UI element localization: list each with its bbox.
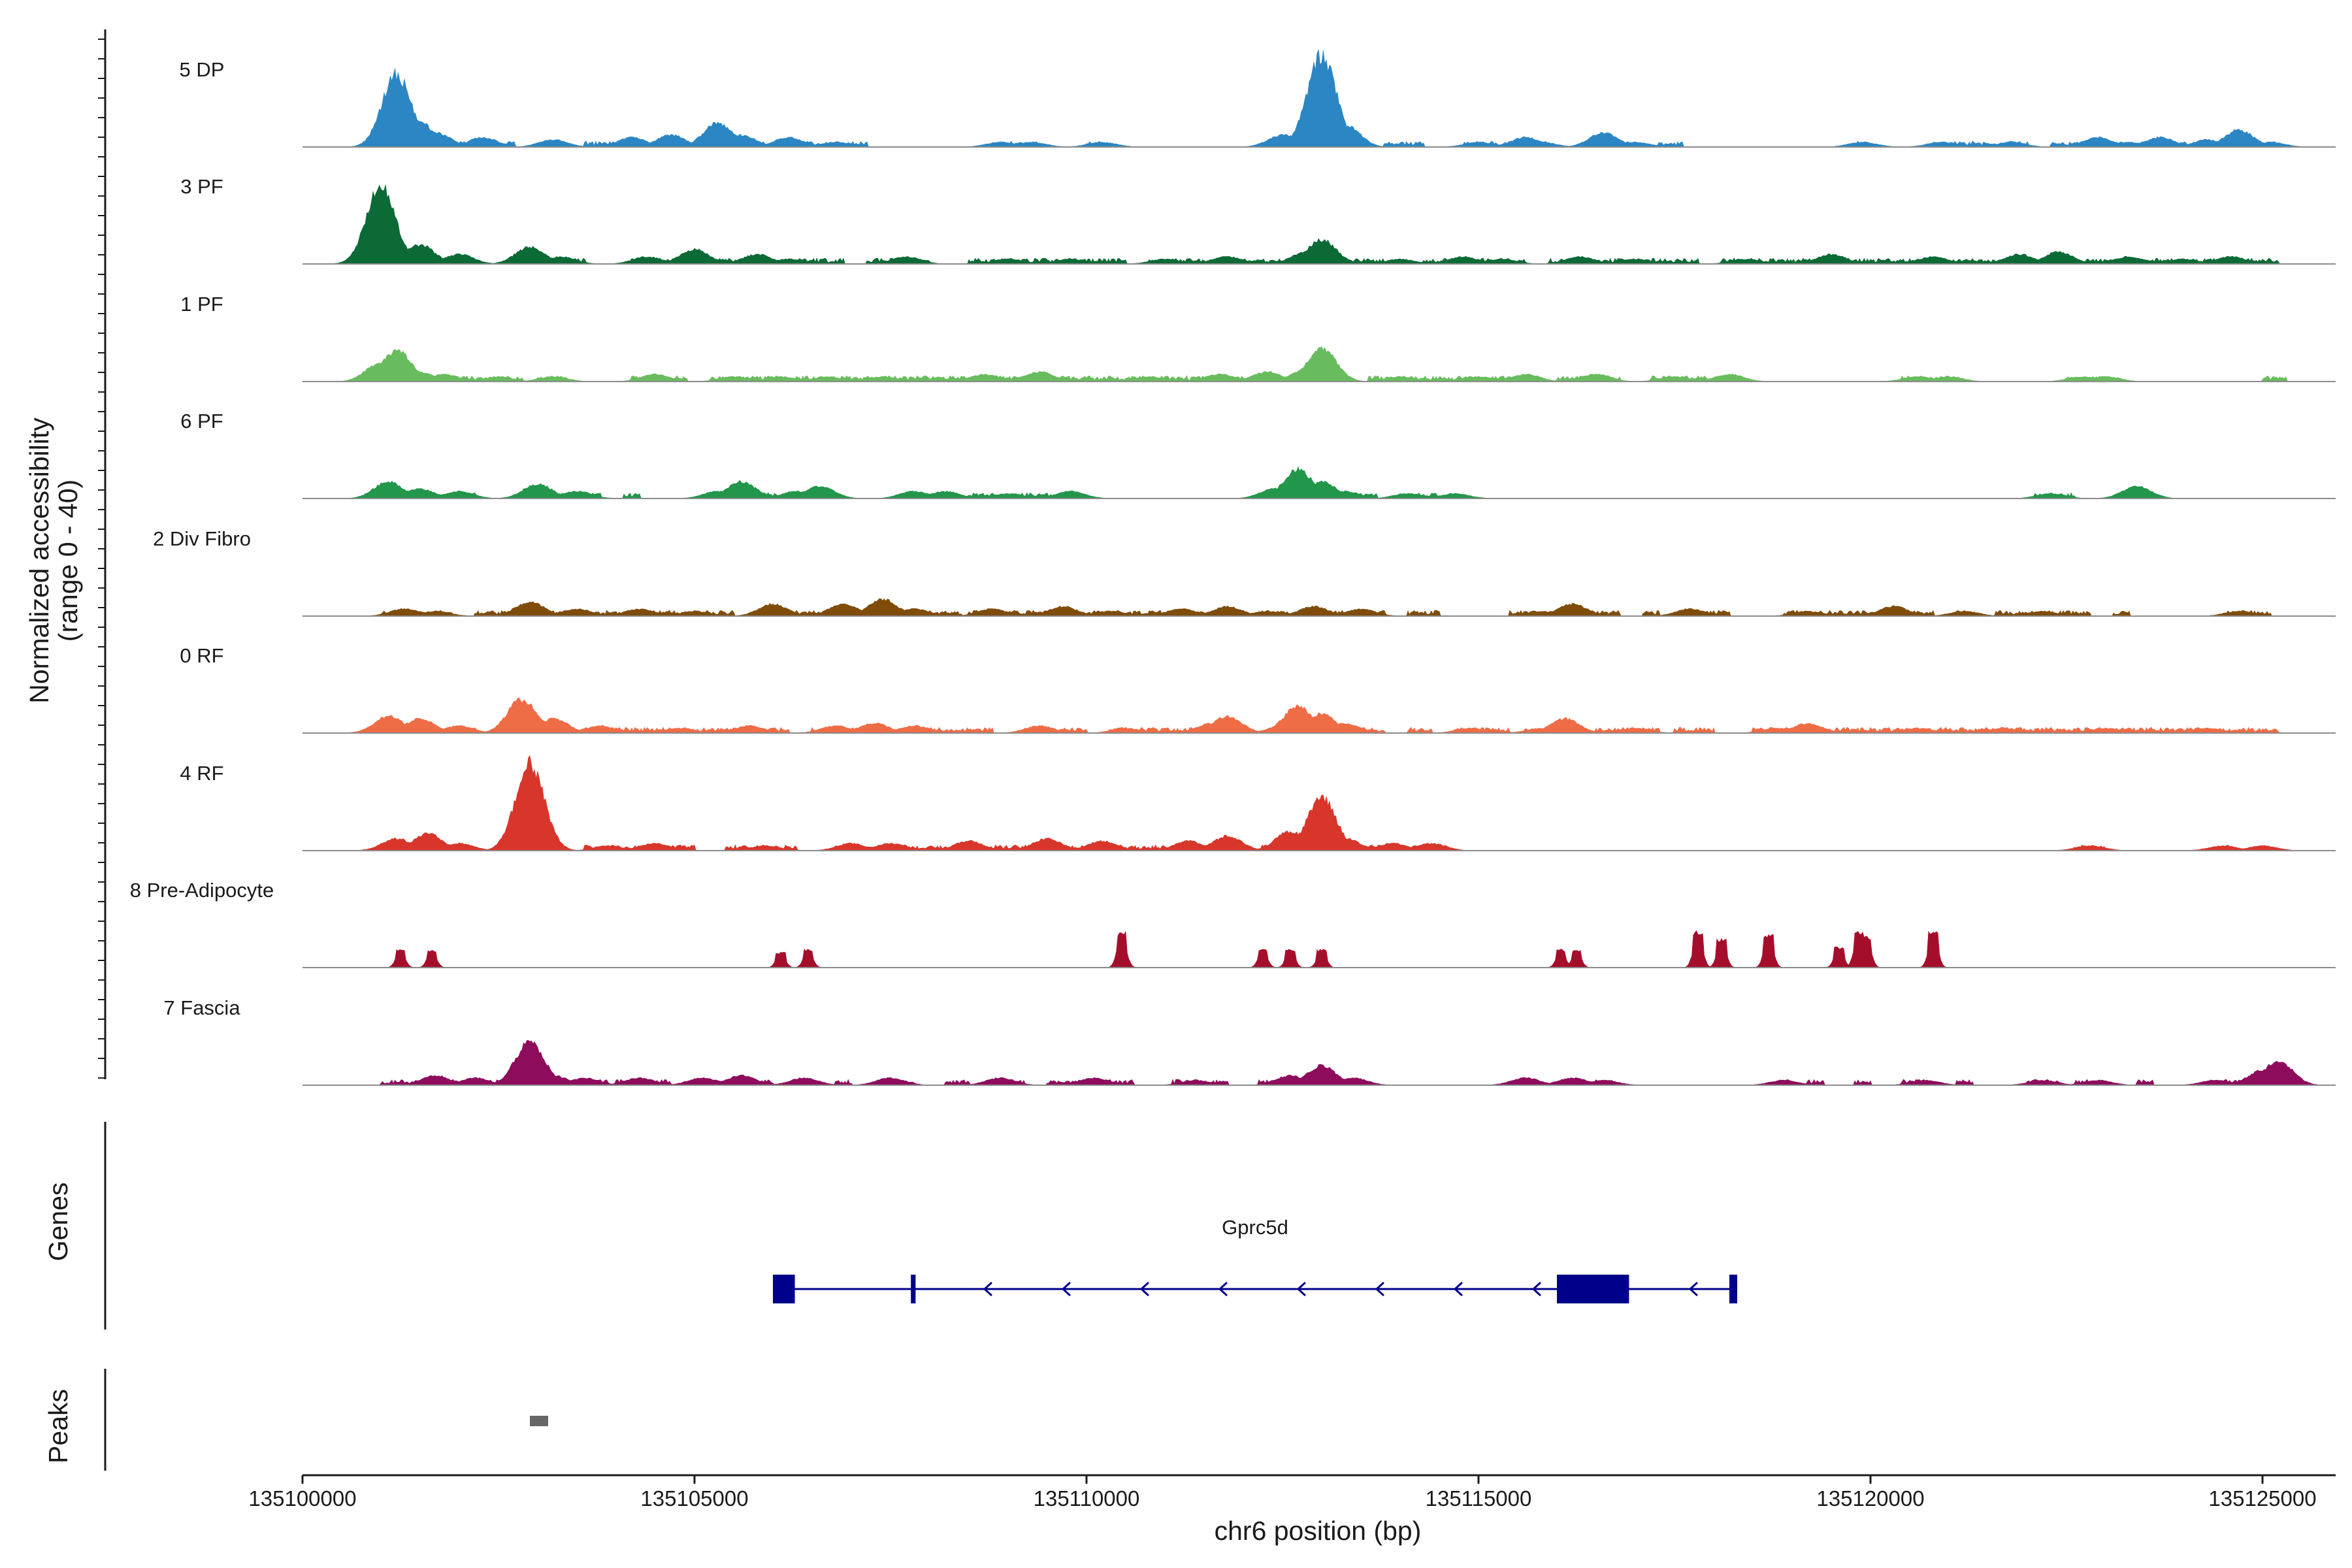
- gene-exon: [773, 1275, 795, 1303]
- x-tick-label: 135120000: [1816, 1486, 1924, 1511]
- x-tick-label: 135115000: [1426, 1486, 1532, 1511]
- track-7-fascia: 7 Fascia: [163, 996, 2336, 1086]
- genes-track-label: Genes: [43, 1183, 73, 1262]
- coverage-area-1-pf: [302, 346, 2336, 382]
- gene-strand-arrow: [1061, 1281, 1071, 1297]
- gene-exon: [1557, 1275, 1629, 1303]
- track-label-4-rf: 4 RF: [180, 762, 223, 785]
- gene-exon: [1729, 1275, 1737, 1303]
- x-axis-title: chr6 position (bp): [1215, 1516, 1422, 1546]
- y-axis-title: Normalized accessibility: [24, 417, 54, 704]
- coverage-tracks: 5 DP 3 PF 1 PF 6 PF 2 Div Fibro 0 RF 4 RF 8 Pre…: [130, 49, 2336, 1086]
- track-label-5-dp: 5 DP: [180, 58, 225, 81]
- gene-strand-arrow: [1296, 1281, 1307, 1297]
- y-axis-range: (range 0 - 40): [53, 480, 83, 642]
- track-2-div-fibro: 2 Div Fibro: [153, 527, 2336, 617]
- coverage-area-6-pf: [302, 466, 2336, 499]
- track-label-3-pf: 3 PF: [180, 175, 223, 198]
- coverage-area-8-pre-adipocyte: [302, 930, 2336, 968]
- track-label-2-div-fibro: 2 Div Fibro: [153, 527, 251, 550]
- gene-strand-arrow: [983, 1281, 993, 1297]
- gene-track: Gprc5d: [773, 1216, 1737, 1303]
- x-axis: 135100000 135105000 135110000 135115000 1351…: [248, 1474, 2336, 1511]
- peaks-track-label: Peaks: [43, 1389, 73, 1463]
- x-tick-label: 135100000: [248, 1486, 356, 1511]
- track-0-rf: 0 RF: [180, 644, 2336, 734]
- x-tick-label: 135105000: [640, 1486, 748, 1511]
- peak-region: [530, 1416, 548, 1426]
- track-label-6-pf: 6 PF: [180, 410, 223, 433]
- track-8-pre-adipocyte: 8 Pre-Adipocyte: [130, 879, 2336, 968]
- gene-strand-arrow: [1139, 1281, 1150, 1297]
- coverage-area-4-rf: [302, 755, 2336, 851]
- gene-strand-arrow: [1688, 1281, 1699, 1297]
- track-label-1-pf: 1 PF: [180, 293, 223, 316]
- coverage-area-5-dp: [302, 49, 2336, 148]
- left-axes: [98, 29, 106, 1471]
- gene-strand-arrow: [1453, 1281, 1463, 1297]
- coverage-area-2-div-fibro: [302, 598, 2336, 617]
- track-1-pf: 1 PF: [180, 293, 2336, 382]
- gene-strand-arrow: [1375, 1281, 1385, 1297]
- track-label-7-fascia: 7 Fascia: [163, 996, 240, 1019]
- coverage-area-3-pf: [302, 184, 2336, 265]
- coverage-area-7-fascia: [302, 1039, 2336, 1086]
- gene-exon: [911, 1275, 916, 1303]
- gene-strand-arrow: [1218, 1281, 1228, 1297]
- x-tick-label: 135110000: [1034, 1486, 1140, 1511]
- track-6-pf: 6 PF: [180, 410, 2336, 499]
- peaks-track: [530, 1416, 548, 1426]
- track-3-pf: 3 PF: [180, 175, 2336, 265]
- track-5-dp: 5 DP: [180, 49, 2336, 148]
- coverage-area-0-rf: [302, 697, 2336, 734]
- track-4-rf: 4 RF: [180, 755, 2336, 851]
- track-label-0-rf: 0 RF: [180, 644, 223, 667]
- gene-strand-arrow: [1531, 1281, 1542, 1297]
- gene-label-gprc5d: Gprc5d: [1222, 1216, 1288, 1239]
- track-label-8-pre-adipocyte: 8 Pre-Adipocyte: [130, 879, 274, 902]
- x-tick-label: 135125000: [2208, 1486, 2316, 1511]
